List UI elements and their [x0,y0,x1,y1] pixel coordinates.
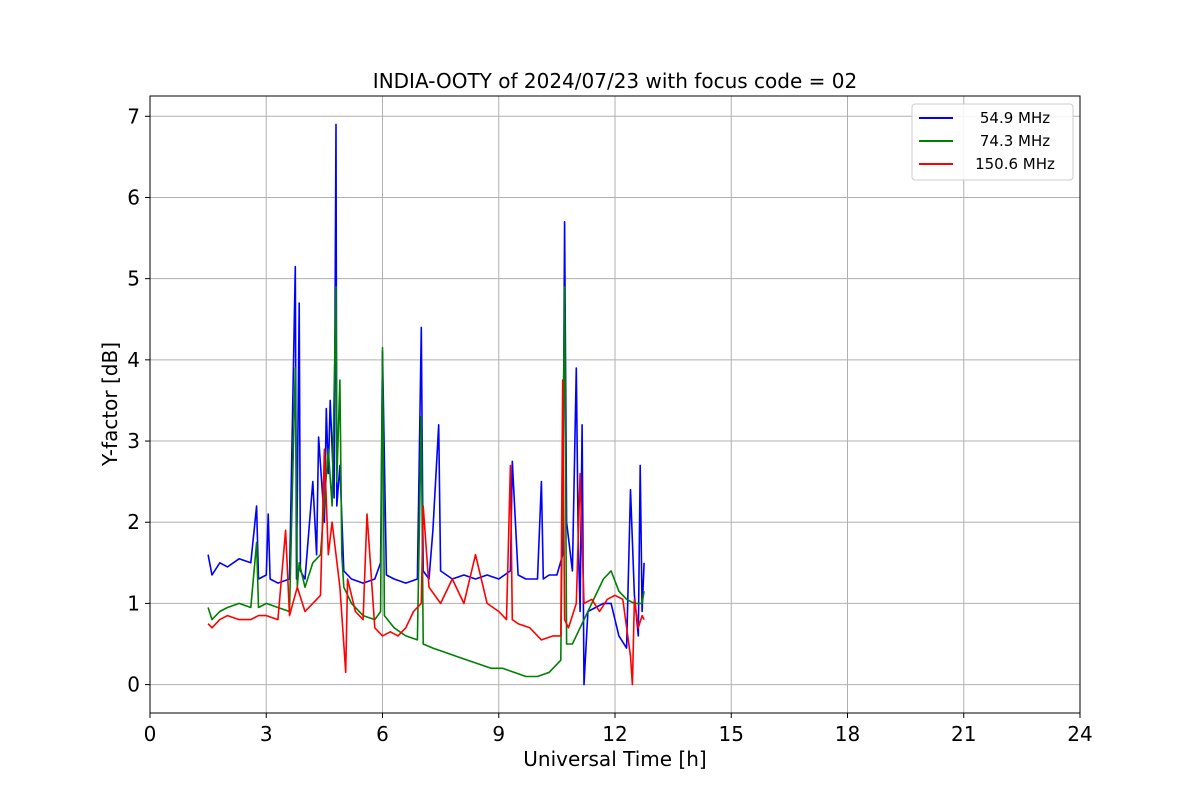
x-tick-label: 3 [260,722,273,746]
y-tick-label: 0 [127,673,140,697]
chart-title: INDIA-OOTY of 2024/07/23 with focus code… [373,69,857,93]
x-tick-label: 6 [376,722,389,746]
x-axis-label: Universal Time [h] [523,747,706,771]
x-tick-label: 18 [835,722,860,746]
x-tick-label: 0 [144,722,157,746]
series-line-2 [207,379,645,686]
y-tick-label: 4 [127,348,140,372]
y-axis-label: Y-factor [dB] [98,342,122,467]
x-axis: 0 3 6 9 12 15 18 21 24 [144,713,1093,746]
x-tick-label: 9 [492,722,505,746]
series-group [207,123,645,686]
y-tick-label: 6 [127,185,140,209]
series-line-1 [207,285,645,678]
y-tick-label: 1 [127,591,140,615]
y-tick-label: 3 [127,429,140,453]
y-axis: 0 1 2 3 4 5 6 7 [127,104,150,697]
x-tick-label: 24 [1067,722,1092,746]
legend-label-0: 54.9 MHz [980,109,1050,127]
y-tick-label: 5 [127,267,140,291]
y-tick-label: 7 [127,104,140,128]
y-tick-label: 2 [127,510,140,534]
x-tick-label: 21 [951,722,976,746]
legend-label-2: 150.6 MHz [975,155,1055,173]
legend-label-1: 74.3 MHz [980,132,1050,150]
legend: 54.9 MHz 74.3 MHz 150.6 MHz [911,103,1074,181]
x-tick-label: 12 [602,722,627,746]
legend-box [911,103,1074,181]
x-tick-label: 15 [719,722,744,746]
